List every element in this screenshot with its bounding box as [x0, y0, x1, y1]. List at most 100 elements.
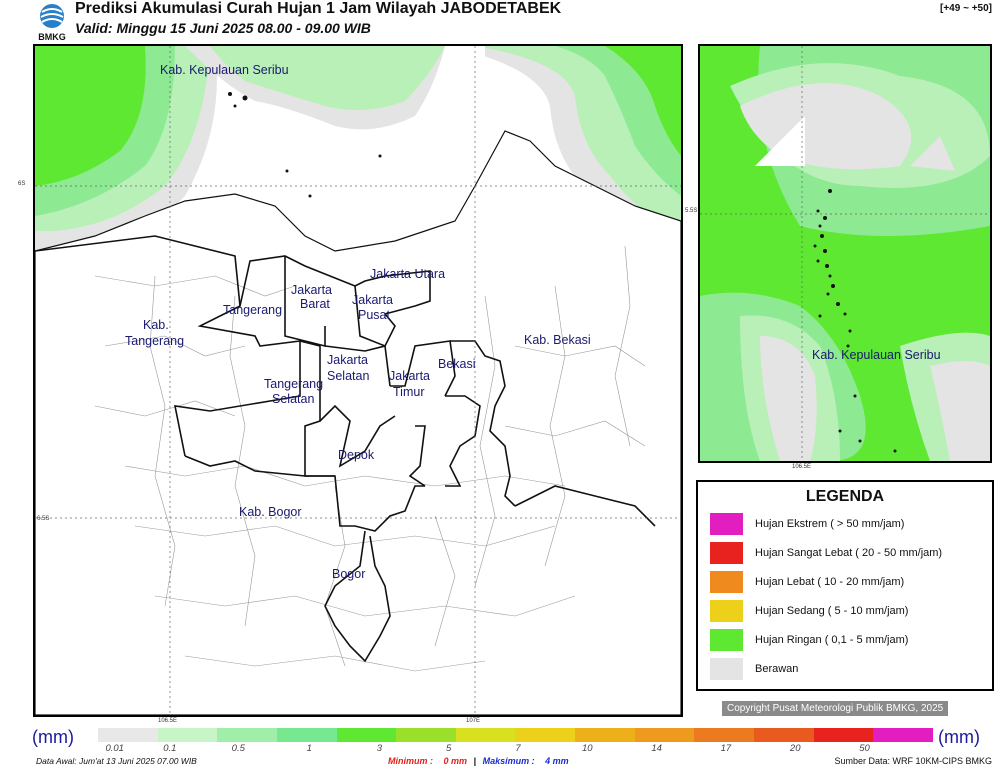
- legend-swatch-ringan: [710, 629, 743, 651]
- colorbar-segment: [98, 728, 158, 742]
- label-jakarta-timur-1: Jakarta: [389, 369, 430, 383]
- label-tangerang-selatan-1: Tangerang: [264, 377, 323, 391]
- tick-lat-6-5s: 6.5S: [37, 516, 49, 522]
- landmass: [35, 130, 681, 715]
- label-jakarta-utara: Jakarta Utara: [370, 267, 445, 281]
- colorbar-tick: 20: [789, 743, 801, 754]
- min-max-separator: |: [473, 756, 477, 766]
- label-kab-tangerang-1: Kab.: [143, 318, 169, 332]
- colorbar-tick: 10: [582, 743, 593, 754]
- colorbar-segment: [873, 728, 933, 742]
- light-rain-core-east: [605, 46, 681, 156]
- colorbar-tick: 5: [446, 743, 452, 754]
- min-value: 0 mm: [443, 756, 468, 766]
- label-kab-tangerang-2: Tangerang: [125, 334, 184, 348]
- inset-islands: [813, 189, 897, 453]
- colorbar-tick: 3: [376, 743, 383, 754]
- legend-label-berawan: Berawan: [755, 663, 799, 675]
- inset-cloud-northeast: [910, 136, 955, 171]
- legend-swatch-ekstrem: [710, 513, 743, 535]
- colorbar-segment: [276, 728, 337, 742]
- district-grid: [94, 245, 646, 672]
- legend-label-ekstrem: Hujan Ekstrem ( > 50 mm/jam): [755, 518, 905, 530]
- legend-label-sangat-lebat: Hujan Sangat Lebat ( 20 - 50 mm/jam): [755, 547, 943, 559]
- colorbar: [98, 728, 933, 742]
- colorbar-segment: [634, 728, 695, 742]
- colorbar-segment: [515, 728, 576, 742]
- colorbar-tick: 17: [720, 743, 732, 754]
- label-bekasi: Bekasi: [438, 357, 476, 371]
- label-tangerang: Tangerang: [223, 303, 282, 317]
- colorbar-tick: 0.5: [231, 743, 245, 754]
- colorbar-tick: 14: [651, 743, 662, 754]
- legend-label-sedang: Hujan Sedang ( 5 - 10 mm/jam): [755, 605, 909, 617]
- colorbar-unit-right: (mm): [938, 727, 980, 747]
- colorbar-segment: [694, 728, 755, 742]
- inset-map-kepulauan-seribu[interactable]: Kab. Kepulauan Seribu: [698, 44, 992, 463]
- data-source-text: Sumber Data: WRF 10KM-CIPS BMKG: [834, 756, 992, 766]
- main-map-canvas: Kab. Kepulauan Seribu Jakarta Utara Jaka…: [35, 46, 681, 715]
- colorbar-segment: [157, 728, 218, 742]
- label-jakarta-barat-2: Barat: [300, 297, 330, 311]
- colorbar-tick: 1: [306, 743, 312, 754]
- inset-cloud-se: [930, 361, 990, 461]
- label-jakarta-selatan-2: Selatan: [327, 369, 369, 383]
- legend-swatch-sangat-lebat: [710, 542, 743, 564]
- label-kepulauan-seribu: Kab. Kepulauan Seribu: [160, 63, 289, 77]
- legend-label-ringan: Hujan Ringan ( 0,1 - 5 mm/jam): [755, 634, 909, 646]
- legend-item-sedang: Hujan Sedang ( 5 - 10 mm/jam): [710, 600, 908, 622]
- legend-label-lebat: Hujan Lebat ( 10 - 20 mm/jam): [755, 576, 905, 588]
- tick-lon-107e: 107E: [466, 718, 481, 724]
- colorbar-segment: [336, 728, 397, 742]
- label-jakarta-barat-1: Jakarta: [291, 283, 332, 297]
- inset-map-canvas: Kab. Kepulauan Seribu: [700, 46, 990, 461]
- legend-title: LEGENDA: [805, 488, 885, 505]
- colorbar-tick: 0.1: [163, 743, 177, 754]
- label-jakarta-pusat-2: Pusat: [358, 308, 390, 322]
- colorbar-unit-left: (mm): [32, 727, 74, 747]
- bmkg-logo: BMKG: [38, 4, 66, 42]
- tick-lat-6s-outer: 6S: [18, 181, 26, 187]
- colorbar-segment: [217, 728, 277, 742]
- inset-tick-lon: 106.5E: [792, 464, 812, 470]
- inset-graticule: [700, 46, 990, 461]
- admin-boundaries: [35, 235, 656, 663]
- inset-cloud-sw: [760, 336, 817, 461]
- max-label: Maksimum :: [482, 756, 535, 766]
- label-jakarta-timur-2: Timur: [393, 385, 424, 399]
- legend-item-ekstrem: Hujan Ekstrem ( > 50 mm/jam): [710, 513, 904, 535]
- label-jakarta-selatan-1: Jakarta: [327, 353, 368, 367]
- legend-item-sangat-lebat: Hujan Sangat Lebat ( 20 - 50 mm/jam): [710, 542, 942, 564]
- max-value: 4 mm: [545, 756, 569, 766]
- valid-time: Valid: Minggu 15 Juni 2025 08.00 - 09.00…: [75, 20, 371, 36]
- logo-text: BMKG: [38, 32, 66, 42]
- colorbar-segment: [813, 728, 874, 742]
- legend-item-ringan: Hujan Ringan ( 0,1 - 5 mm/jam): [710, 629, 908, 651]
- main-map[interactable]: Kab. Kepulauan Seribu Jakarta Utara Jaka…: [33, 44, 683, 717]
- min-label: Minimum :: [388, 756, 433, 766]
- label-kab-bekasi: Kab. Bekasi: [524, 333, 591, 347]
- tick-lon-106-5e: 106.5E: [158, 718, 178, 724]
- label-depok: Depok: [338, 448, 375, 462]
- label-kab-bogor: Kab. Bogor: [239, 505, 302, 519]
- colorbar-segment: [396, 728, 456, 742]
- legend-item-lebat: Hujan Lebat ( 10 - 20 mm/jam): [710, 571, 904, 593]
- legend-panel: LEGENDA Hujan Ekstrem ( > 50 mm/jam) Huj…: [696, 480, 994, 691]
- legend-swatch-lebat: [710, 571, 743, 593]
- label-bogor: Bogor: [332, 567, 365, 581]
- islands: [228, 92, 382, 198]
- colorbar-ticks: 0.01 0.1 0.5 1 3 5 7 10 14 17 20 50: [98, 743, 933, 755]
- inset-tick-lat: 5.5S: [685, 208, 698, 214]
- light-rain-area-north: [210, 46, 445, 110]
- colorbar-tick: 7: [515, 743, 521, 754]
- legend-item-berawan: Berawan: [710, 658, 798, 680]
- page-title: Prediksi Akumulasi Curah Hujan 1 Jam Wil…: [75, 0, 562, 17]
- forecast-range-tag: [+49 ~ +50]: [940, 3, 992, 14]
- legend-swatch-sedang: [710, 600, 743, 622]
- colorbar-tick: 0.01: [105, 743, 124, 754]
- colorbar-segment: [575, 728, 635, 742]
- copyright-badge: Copyright Pusat Meteorologi Publik BMKG,…: [722, 701, 949, 716]
- data-awal-text: Data Awal: Jum'at 13 Juni 2025 07.00 WIB: [36, 756, 197, 766]
- min-max-summary: Minimum : 0 mm | Maksimum : 4 mm: [388, 756, 569, 766]
- colorbar-tick: 50: [859, 743, 870, 754]
